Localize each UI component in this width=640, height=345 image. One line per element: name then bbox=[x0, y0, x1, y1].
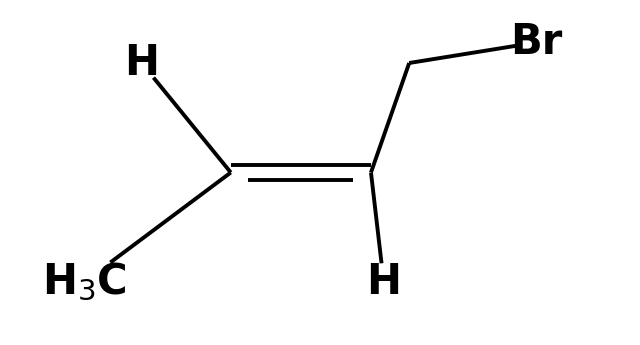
Text: Br: Br bbox=[511, 21, 563, 63]
Text: H: H bbox=[124, 42, 159, 84]
Text: H$_3$C: H$_3$C bbox=[42, 261, 127, 303]
Text: H: H bbox=[366, 261, 401, 303]
